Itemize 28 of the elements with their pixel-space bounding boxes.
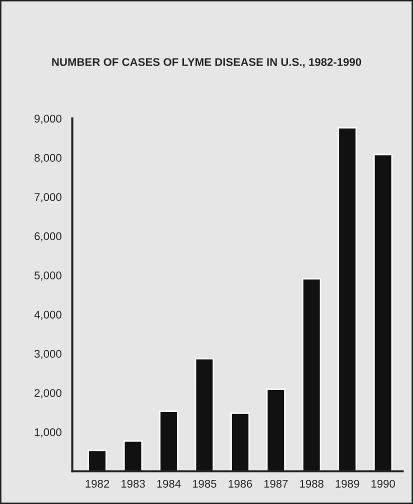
y-tick-label: 8,000 (34, 154, 62, 164)
y-tick-label: 2,000 (34, 389, 62, 398)
bar (338, 127, 357, 472)
x-tick-label: 1989 (336, 480, 360, 488)
x-tick-label: 1985 (192, 480, 216, 488)
chart-title: NUMBER OF CASES OF LYME DISEASE IN U.S., 1982-1990 (52, 58, 362, 68)
bar (266, 388, 286, 472)
y-tick-label: 6,000 (34, 232, 62, 242)
x-tick-label: 1983 (121, 480, 145, 488)
y-tick-label: 4,000 (34, 310, 62, 320)
x-tick-label: 1982 (86, 480, 110, 488)
bar (159, 410, 178, 472)
x-tick-label: 1990 (372, 480, 395, 488)
x-tick-label: 1986 (228, 480, 252, 488)
y-tick-label: 1,000 (34, 428, 62, 438)
y-tick-label: 9,000 (34, 114, 62, 124)
x-tick-label: 1987 (264, 480, 288, 488)
y-tick-label: 5,000 (34, 272, 62, 281)
bar (302, 278, 322, 472)
bar (88, 450, 107, 472)
bar (230, 412, 250, 472)
x-tick-label: 1988 (300, 480, 324, 488)
y-tick-label: 3,000 (34, 350, 62, 360)
y-tick-label: 7,000 (34, 193, 62, 202)
bar (123, 440, 143, 472)
x-tick-label: 1984 (157, 480, 181, 488)
bar (194, 358, 214, 472)
bar (373, 154, 393, 472)
